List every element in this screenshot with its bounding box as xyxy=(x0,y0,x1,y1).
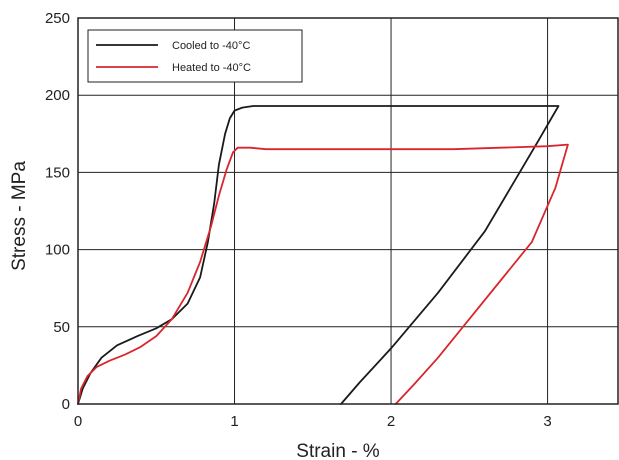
plot-frame xyxy=(77,17,619,405)
y-tick-label: 200 xyxy=(45,87,70,104)
y-tick-label: 250 xyxy=(45,10,70,27)
x-axis-title: Strain - % xyxy=(296,441,380,460)
y-tick-label: 0 xyxy=(62,396,70,413)
legend-box xyxy=(87,29,303,83)
legend-label-0: Cooled to -40°C xyxy=(172,40,250,52)
y-axis-title: Stress - MPa xyxy=(9,161,30,271)
series-line-0 xyxy=(77,105,560,405)
legend: Cooled to -40°C Heated to -40°C xyxy=(87,29,303,83)
series-line-1 xyxy=(77,143,569,405)
x-tick-label: 0 xyxy=(74,413,82,430)
legend-label-1: Heated to -40°C xyxy=(172,62,251,74)
y-tick-label: 150 xyxy=(45,164,70,181)
series-lines xyxy=(77,105,569,405)
grid-lines xyxy=(78,18,618,404)
x-tick-label: 2 xyxy=(387,413,395,430)
tick-labels: 0 1 2 3 0 50 100 150 200 250 xyxy=(45,10,552,430)
y-tick-label: 100 xyxy=(45,242,70,259)
x-tick-label: 1 xyxy=(230,413,238,430)
x-tick-label: 3 xyxy=(543,413,551,430)
y-tick-label: 50 xyxy=(53,319,70,336)
